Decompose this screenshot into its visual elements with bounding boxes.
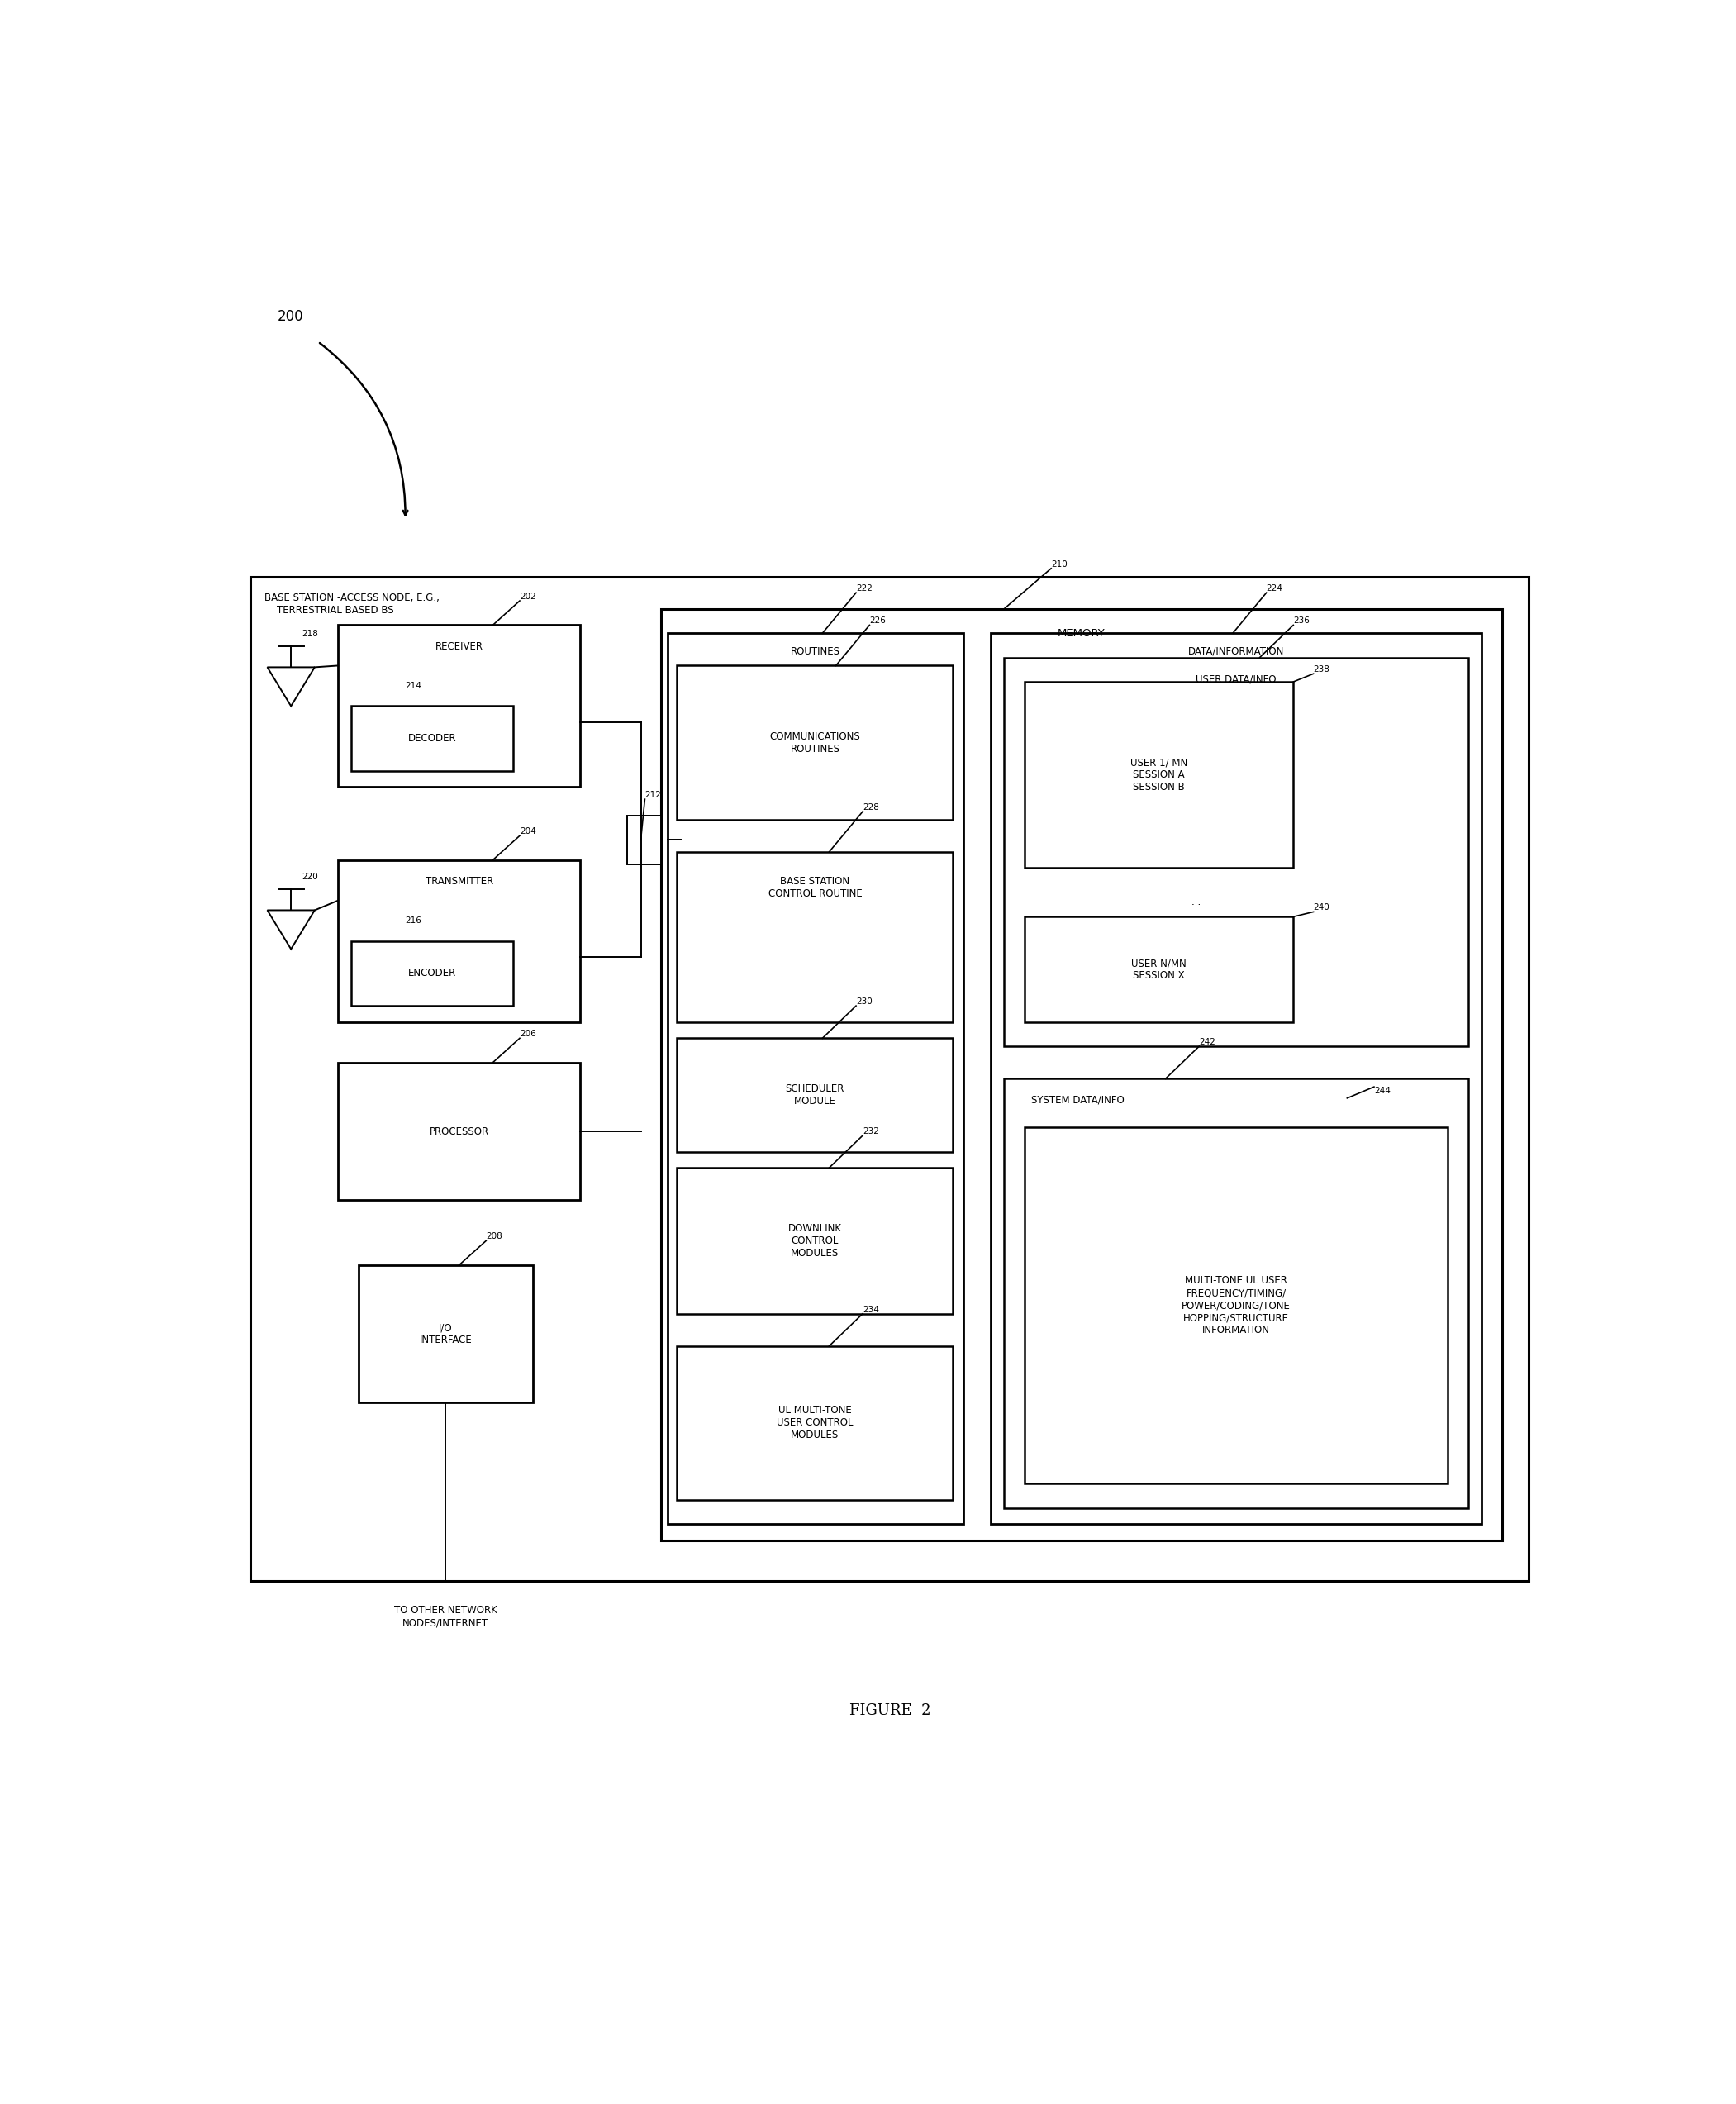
- Text: DECODER: DECODER: [408, 732, 457, 745]
- Text: 212: 212: [644, 791, 661, 800]
- Text: 236: 236: [1293, 616, 1309, 625]
- Bar: [668, 633, 963, 1523]
- Polygon shape: [267, 667, 314, 707]
- Text: RECEIVER: RECEIVER: [436, 642, 483, 652]
- Text: 228: 228: [863, 804, 878, 812]
- Text: BASE STATION
CONTROL ROUTINE: BASE STATION CONTROL ROUTINE: [767, 875, 863, 898]
- Bar: [1024, 917, 1293, 1023]
- Text: DATA/INFORMATION: DATA/INFORMATION: [1187, 646, 1285, 656]
- Bar: [351, 940, 514, 1006]
- Text: 206: 206: [519, 1031, 536, 1037]
- Text: . .
. .: . . . .: [1191, 896, 1200, 919]
- Text: ROUTINES: ROUTINES: [792, 646, 840, 656]
- Text: 220: 220: [302, 873, 318, 882]
- Text: 240: 240: [1314, 903, 1330, 911]
- Text: 222: 222: [856, 585, 873, 593]
- Text: DOWNLINK
CONTROL
MODULES: DOWNLINK CONTROL MODULES: [788, 1222, 842, 1258]
- Bar: [339, 1063, 580, 1199]
- Text: 200: 200: [278, 309, 304, 324]
- Text: TRANSMITTER: TRANSMITTER: [425, 875, 493, 888]
- Bar: [677, 665, 953, 818]
- Bar: [1003, 1079, 1469, 1509]
- Text: 210: 210: [1050, 560, 1068, 568]
- Text: 224: 224: [1266, 585, 1283, 593]
- Text: TO OTHER NETWORK
NODES/INTERNET: TO OTHER NETWORK NODES/INTERNET: [394, 1605, 496, 1628]
- Bar: [1024, 1128, 1448, 1483]
- Bar: [250, 576, 1529, 1580]
- Text: USER N/MN
SESSION X: USER N/MN SESSION X: [1132, 957, 1186, 980]
- Text: 214: 214: [406, 682, 422, 690]
- Text: 226: 226: [870, 616, 885, 625]
- Bar: [339, 861, 580, 1023]
- Text: 232: 232: [863, 1128, 878, 1136]
- Text: I/O
INTERFACE: I/O INTERFACE: [420, 1321, 472, 1344]
- Bar: [1024, 682, 1293, 869]
- Text: USER 1/ MN
SESSION A
SESSION B: USER 1/ MN SESSION A SESSION B: [1130, 757, 1187, 793]
- Text: PROCESSOR: PROCESSOR: [429, 1126, 490, 1136]
- Text: 234: 234: [863, 1304, 878, 1313]
- Bar: [339, 625, 580, 787]
- Bar: [358, 1265, 533, 1403]
- Text: FIGURE  2: FIGURE 2: [849, 1702, 930, 1719]
- Text: 244: 244: [1375, 1088, 1391, 1094]
- Text: MEMORY: MEMORY: [1057, 629, 1106, 640]
- Text: USER DATA/INFO: USER DATA/INFO: [1196, 673, 1276, 684]
- Bar: [661, 608, 1502, 1540]
- Text: BASE STATION -ACCESS NODE, E.G.,
    TERRESTRIAL BASED BS: BASE STATION -ACCESS NODE, E.G., TERREST…: [264, 593, 439, 616]
- Text: 242: 242: [1200, 1037, 1215, 1046]
- Bar: [677, 1037, 953, 1151]
- Bar: [677, 1168, 953, 1313]
- Text: 202: 202: [519, 593, 536, 602]
- Polygon shape: [267, 911, 314, 949]
- Text: SYSTEM DATA/INFO: SYSTEM DATA/INFO: [1031, 1094, 1125, 1107]
- Text: COMMUNICATIONS
ROUTINES: COMMUNICATIONS ROUTINES: [769, 730, 861, 753]
- Text: UL MULTI-TONE
USER CONTROL
MODULES: UL MULTI-TONE USER CONTROL MODULES: [776, 1405, 854, 1441]
- Text: 204: 204: [519, 827, 536, 835]
- Text: MULTI-TONE UL USER
FREQUENCY/TIMING/
POWER/CODING/TONE
HOPPING/STRUCTURE
INFORMA: MULTI-TONE UL USER FREQUENCY/TIMING/ POW…: [1182, 1275, 1290, 1336]
- Bar: [677, 852, 953, 1023]
- Bar: [991, 633, 1481, 1523]
- Text: 216: 216: [406, 917, 422, 926]
- Text: 238: 238: [1314, 665, 1330, 673]
- Bar: [1003, 656, 1469, 1046]
- Text: SCHEDULER
MODULE: SCHEDULER MODULE: [786, 1084, 844, 1107]
- Bar: [351, 707, 514, 770]
- Text: 208: 208: [486, 1233, 502, 1241]
- Text: 230: 230: [856, 997, 873, 1006]
- Text: ENCODER: ENCODER: [408, 968, 457, 978]
- Bar: [677, 1347, 953, 1500]
- Bar: [627, 816, 661, 865]
- Text: 218: 218: [302, 629, 318, 638]
